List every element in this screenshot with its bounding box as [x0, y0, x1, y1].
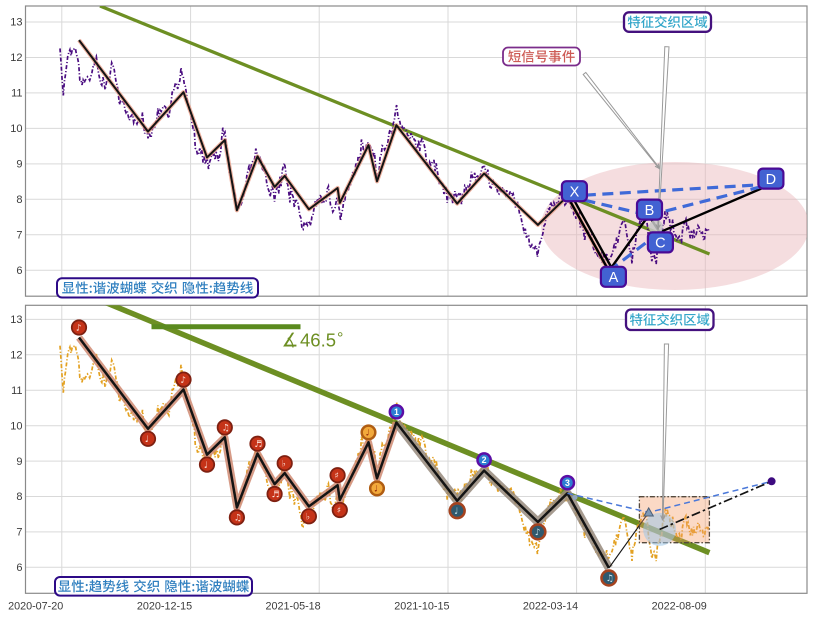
svg-text:2021-05-18: 2021-05-18 — [265, 601, 320, 613]
svg-text:D: D — [766, 172, 776, 188]
svg-text:2: 2 — [482, 455, 487, 465]
svg-text:1: 1 — [394, 407, 399, 417]
svg-text:7: 7 — [16, 527, 22, 539]
svg-text:A: A — [609, 270, 619, 286]
svg-text:X: X — [570, 184, 580, 200]
svg-text:8: 8 — [16, 194, 22, 206]
svg-text:8: 8 — [16, 491, 22, 503]
svg-text:2022-03-14: 2022-03-14 — [523, 601, 578, 613]
svg-text:C: C — [655, 236, 665, 252]
svg-text:13: 13 — [10, 314, 22, 326]
svg-text:6: 6 — [16, 562, 22, 574]
svg-text:46.5°: 46.5° — [300, 330, 343, 351]
svg-text:9: 9 — [16, 456, 22, 468]
svg-text:7: 7 — [16, 230, 22, 242]
svg-text:11: 11 — [11, 385, 22, 397]
svg-text:9: 9 — [16, 159, 22, 171]
svg-text:12: 12 — [10, 52, 22, 64]
svg-text:13: 13 — [10, 17, 22, 29]
svg-text:2022-08-09: 2022-08-09 — [652, 601, 707, 613]
svg-text:10: 10 — [10, 123, 22, 135]
svg-text:2021-10-15: 2021-10-15 — [394, 601, 449, 613]
svg-text:11: 11 — [11, 88, 22, 100]
svg-text:10: 10 — [10, 420, 22, 432]
svg-text:B: B — [645, 203, 655, 219]
svg-text:2020-07-20: 2020-07-20 — [8, 601, 63, 613]
svg-text:2020-12-15: 2020-12-15 — [137, 601, 192, 613]
svg-text:6: 6 — [16, 265, 22, 277]
svg-text:3: 3 — [565, 478, 570, 488]
svg-text:12: 12 — [10, 350, 22, 362]
